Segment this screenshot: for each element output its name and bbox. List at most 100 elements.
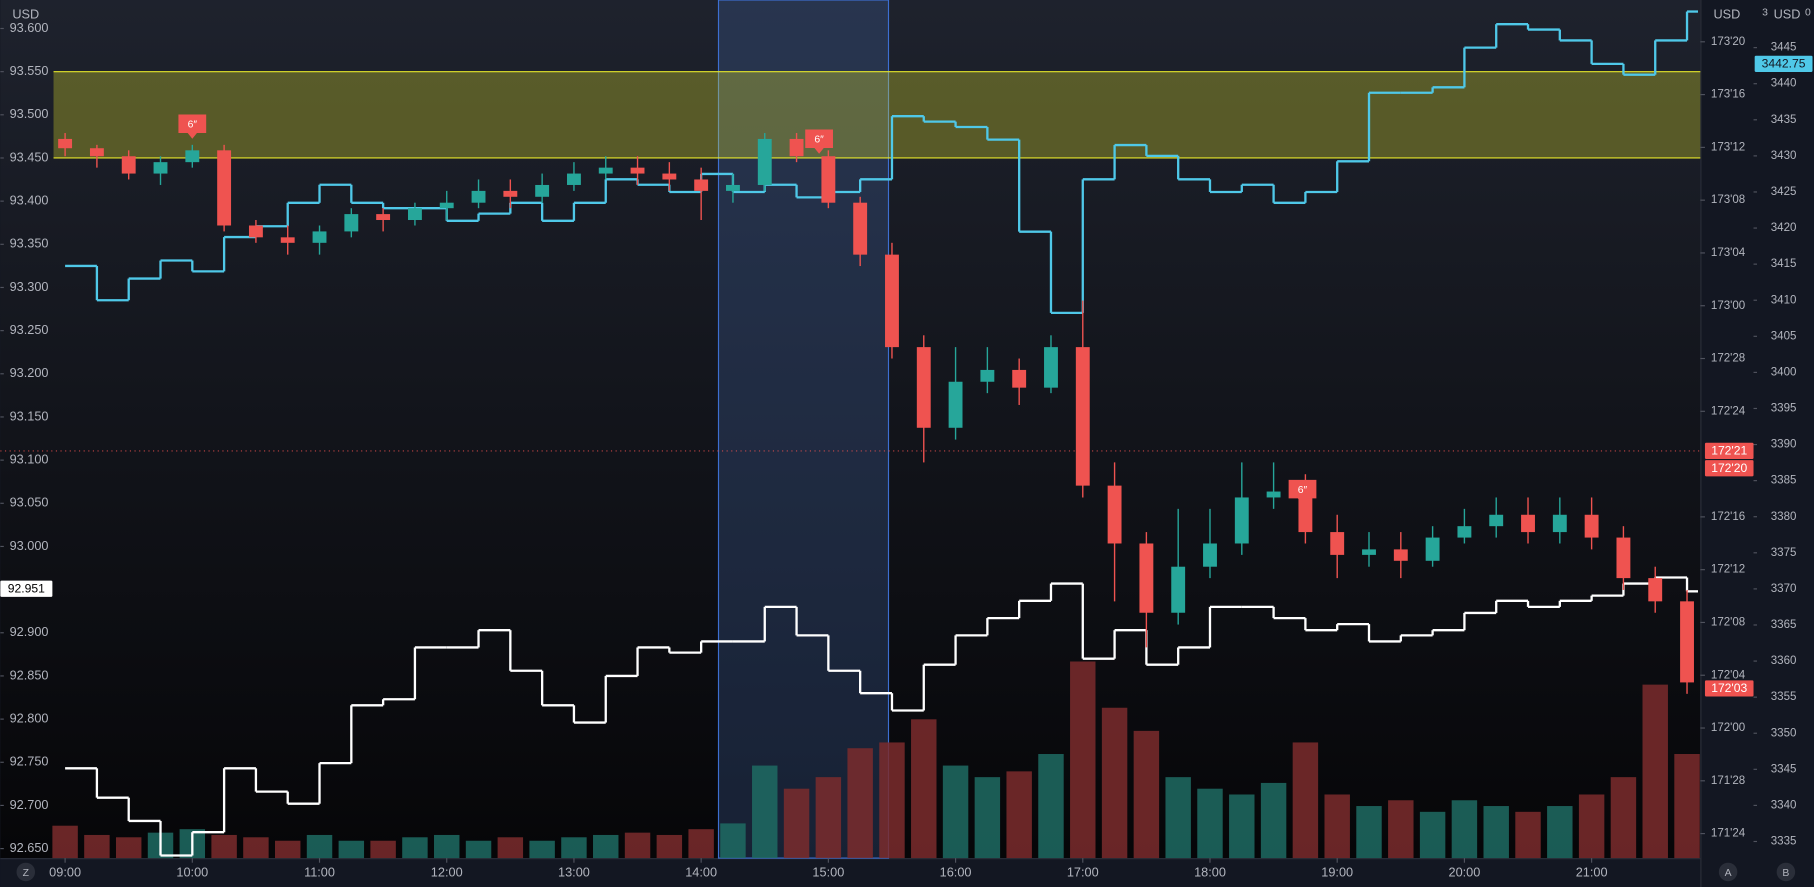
volume-bar bbox=[1229, 794, 1255, 859]
y-tick-label: 172'16 bbox=[1711, 511, 1745, 523]
candle-body bbox=[185, 150, 200, 163]
candle-body bbox=[1107, 485, 1122, 544]
x-tick-label: 09:00 bbox=[49, 864, 81, 879]
candle-body bbox=[885, 254, 899, 348]
y2-tick-label: 93.100 bbox=[10, 451, 49, 466]
y3-tick-label: 3425 bbox=[1771, 186, 1797, 198]
volume-bar bbox=[1101, 707, 1128, 859]
candle-body bbox=[1203, 543, 1217, 567]
y2-tick-label: 92.750 bbox=[10, 754, 49, 769]
x-tick-label: 18:00 bbox=[1194, 864, 1226, 879]
y-tick-label: 173'04 bbox=[1711, 247, 1746, 259]
price-tag-label: 172'03 bbox=[1711, 681, 1747, 695]
toolbar-button[interactable] bbox=[1776, 862, 1796, 882]
volume-bar bbox=[911, 719, 937, 859]
y2-tick-label: 93.500 bbox=[10, 106, 49, 121]
candle-body bbox=[58, 138, 73, 149]
toolbar-button[interactable] bbox=[16, 862, 36, 882]
volume-bar bbox=[1674, 754, 1700, 859]
y2-tick-label: 93.150 bbox=[10, 408, 49, 423]
candle-body bbox=[535, 184, 550, 197]
y3-tick-label: 3365 bbox=[1771, 619, 1797, 631]
toolbar-label[interactable]: B bbox=[1782, 868, 1789, 879]
candle-body bbox=[948, 381, 963, 428]
flag-label: 6″ bbox=[188, 120, 198, 131]
toolbar-label[interactable]: Z bbox=[23, 868, 30, 879]
candle-body bbox=[1393, 549, 1408, 561]
candle-body bbox=[630, 167, 645, 174]
candle-body bbox=[757, 138, 772, 185]
y2-tick-label: 92.650 bbox=[10, 840, 49, 855]
time-axis-panel bbox=[0, 858, 1701, 887]
x-tick-label: 14:00 bbox=[685, 864, 717, 879]
candle-body bbox=[1330, 532, 1345, 555]
candle-body bbox=[312, 231, 327, 243]
candle-body bbox=[1425, 537, 1440, 561]
y2-tick-label: 92.900 bbox=[10, 624, 49, 639]
candle-body bbox=[1648, 578, 1663, 602]
candle-body bbox=[1075, 347, 1090, 486]
candle-body bbox=[1362, 549, 1376, 555]
candle-body bbox=[439, 202, 454, 209]
y2-tick-label: 93.350 bbox=[10, 236, 49, 251]
y2-tick-label: 93.000 bbox=[10, 538, 49, 553]
x-tick-label: 12:00 bbox=[431, 864, 463, 879]
volume-bar bbox=[1324, 794, 1350, 859]
volume-bar bbox=[211, 834, 237, 859]
y-tick-label: 173'16 bbox=[1711, 89, 1745, 101]
price-tag bbox=[1704, 460, 1754, 477]
right-currency: USD bbox=[1774, 6, 1801, 21]
candle-body bbox=[376, 214, 391, 221]
candle-body bbox=[1584, 514, 1599, 538]
volume-bar bbox=[1260, 782, 1287, 859]
price-tag bbox=[1704, 680, 1754, 697]
y3-tick-label: 3385 bbox=[1771, 475, 1797, 487]
volume-bar bbox=[1388, 800, 1414, 859]
plot-background bbox=[0, 0, 1701, 859]
volume-bar bbox=[1610, 777, 1637, 859]
candle-body bbox=[248, 225, 263, 238]
price-tag bbox=[1704, 442, 1754, 459]
y-tick-label: 172'12 bbox=[1711, 564, 1745, 576]
header-extra: 3 bbox=[1762, 7, 1768, 18]
y-tick-label: 172'28 bbox=[1711, 353, 1745, 365]
right-currency: USD bbox=[1713, 6, 1740, 21]
candle-body bbox=[1171, 566, 1186, 613]
volume-bar bbox=[942, 765, 969, 859]
volume-bar bbox=[593, 834, 619, 859]
y3-tick-label: 3350 bbox=[1771, 727, 1797, 739]
y-tick-label: 173'12 bbox=[1711, 141, 1745, 153]
flag bbox=[1288, 479, 1317, 505]
y2-tick-label: 92.700 bbox=[10, 797, 49, 812]
y3-tick-label: 3345 bbox=[1771, 763, 1797, 775]
flag bbox=[805, 129, 833, 154]
volume-bar bbox=[1515, 811, 1541, 859]
y-tick-label: 172'04 bbox=[1711, 669, 1746, 681]
candle-body bbox=[407, 208, 422, 221]
volume-bar bbox=[338, 840, 365, 859]
toolbar-button[interactable] bbox=[1718, 862, 1738, 882]
y3-tick-label: 3440 bbox=[1771, 78, 1797, 90]
volume-bar bbox=[402, 837, 428, 859]
y-tick-label: 173'00 bbox=[1711, 300, 1745, 312]
volume-bar bbox=[243, 837, 269, 859]
toolbar-label[interactable]: A bbox=[1725, 868, 1732, 879]
y3-tick-label: 3400 bbox=[1771, 366, 1797, 378]
volume-bar bbox=[561, 837, 587, 859]
volume-bar bbox=[370, 840, 396, 859]
y3-tick-label: 3355 bbox=[1771, 691, 1797, 703]
x-tick-label: 20:00 bbox=[1448, 864, 1480, 879]
y-tick-label: 171'28 bbox=[1711, 775, 1745, 787]
volume-bar bbox=[497, 837, 524, 859]
volume-bar bbox=[1578, 794, 1605, 859]
y2-tick-label: 93.600 bbox=[10, 20, 49, 35]
header-extra: 0 bbox=[1805, 7, 1811, 18]
volume-bar bbox=[752, 765, 778, 859]
x-tick-label: 16:00 bbox=[940, 864, 972, 879]
price-tag-label: 92.951 bbox=[8, 582, 45, 596]
volume-bar bbox=[1451, 800, 1478, 859]
candle-body bbox=[853, 202, 868, 255]
y2-tick-label: 92.800 bbox=[10, 710, 49, 725]
candle-body bbox=[1012, 369, 1027, 388]
x-tick-label: 15:00 bbox=[812, 864, 844, 879]
